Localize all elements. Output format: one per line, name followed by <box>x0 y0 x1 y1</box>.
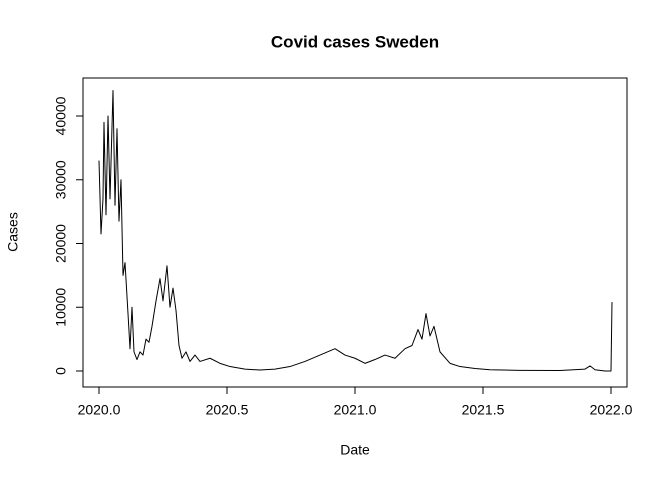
x-tick-label: 2021.5 <box>462 402 505 418</box>
y-tick-label: 40000 <box>53 96 69 135</box>
y-tick-label: 0 <box>53 367 69 375</box>
x-tick-label: 2021.0 <box>334 402 377 418</box>
chart-title: Covid cases Sweden <box>271 32 439 51</box>
x-tick-label: 2020.5 <box>206 402 249 418</box>
y-axis-label: Cases <box>5 212 21 252</box>
y-tick-label: 30000 <box>53 160 69 199</box>
y-tick-label: 10000 <box>53 288 69 327</box>
data-line <box>98 90 613 372</box>
x-tick-label: 2022.0 <box>590 402 633 418</box>
y-tick-label: 20000 <box>53 224 69 263</box>
x-axis-label: Date <box>340 442 370 458</box>
x-tick-label: 2020.0 <box>78 402 121 418</box>
